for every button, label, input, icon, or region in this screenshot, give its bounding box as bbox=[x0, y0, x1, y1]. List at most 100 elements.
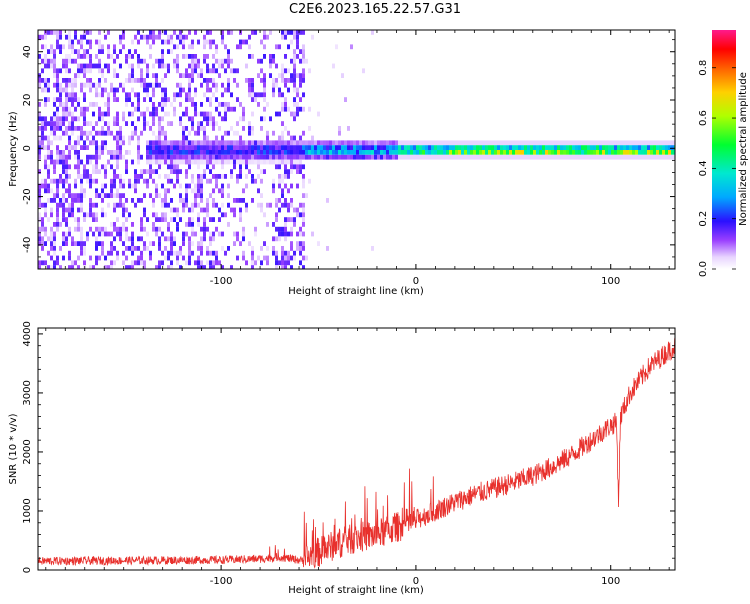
spectrogram-cell bbox=[110, 260, 113, 266]
spectrogram-cell bbox=[155, 193, 158, 198]
spectrogram-cell bbox=[218, 73, 221, 78]
spectrogram-cell bbox=[155, 169, 158, 174]
spectrogram-cell bbox=[206, 164, 209, 170]
spectrogram-cell bbox=[122, 44, 125, 50]
spectrogram-cell bbox=[98, 30, 101, 35]
spectrogram-cell bbox=[293, 30, 296, 35]
spectrogram-cell bbox=[164, 130, 167, 136]
spectrogram-cell bbox=[449, 154, 452, 160]
spectrogram-cell bbox=[131, 78, 134, 83]
spectrogram-cell bbox=[47, 198, 50, 203]
spectrogram-cell bbox=[227, 140, 230, 146]
spectrogram-cell bbox=[296, 150, 299, 155]
spectrogram-cell bbox=[212, 145, 215, 150]
spectrogram-cell bbox=[269, 154, 272, 160]
spectrogram-cell bbox=[65, 68, 68, 74]
spectrogram-cell bbox=[47, 58, 50, 64]
spectrogram-cell bbox=[77, 102, 80, 107]
spectrogram-cell bbox=[263, 30, 266, 35]
spectrogram-cell bbox=[110, 82, 113, 88]
spectrogram-cell bbox=[194, 63, 197, 69]
spectrogram-cell bbox=[224, 87, 227, 93]
spectrogram-cell bbox=[44, 226, 47, 232]
spectrogram-cell bbox=[212, 174, 215, 179]
spectrogram-cell bbox=[203, 78, 206, 83]
spectrogram-cell bbox=[209, 30, 212, 35]
spectrogram-cell bbox=[236, 198, 239, 203]
spectrogram-cell bbox=[407, 154, 410, 160]
spectrogram-cell bbox=[53, 250, 56, 256]
spectrogram-cell bbox=[290, 226, 293, 232]
spectrogram-cell bbox=[170, 231, 173, 237]
spectrogram-cell bbox=[632, 154, 635, 160]
spectrogram-cell bbox=[152, 130, 155, 136]
spectrogram-cell bbox=[95, 39, 98, 45]
spectrogram-cell bbox=[545, 154, 548, 160]
spectrogram-cell bbox=[143, 212, 146, 218]
spectrogram-cell bbox=[191, 126, 194, 131]
spectrogram-cell bbox=[176, 150, 179, 155]
spectrogram-cell bbox=[275, 202, 278, 208]
spectrogram-cell bbox=[152, 102, 155, 107]
spectrogram-cell bbox=[68, 265, 71, 269]
spectrogram-cell bbox=[215, 255, 218, 261]
spectrogram-cell bbox=[44, 260, 47, 266]
spectrogram-cell bbox=[416, 150, 419, 155]
spectrogram-cell bbox=[215, 97, 218, 102]
spectrogram-cell bbox=[143, 82, 146, 88]
spectrogram-cell bbox=[68, 193, 71, 198]
spectrogram-cell bbox=[497, 150, 500, 155]
spectrogram-cell bbox=[101, 68, 104, 74]
spectrogram-cell bbox=[293, 222, 296, 227]
spectrogram-cell bbox=[272, 154, 275, 160]
spectrogram-cell bbox=[89, 178, 92, 184]
spectrogram-cell bbox=[497, 154, 500, 160]
spectrogram-cell bbox=[242, 145, 245, 150]
spectrogram-cell bbox=[59, 44, 62, 50]
spectrogram-cell bbox=[119, 174, 122, 179]
spectrogram-cell bbox=[632, 140, 635, 146]
spectrogram-cell bbox=[77, 39, 80, 45]
spectrogram-cell bbox=[176, 226, 179, 232]
spectrogram-cell bbox=[176, 68, 179, 74]
spectrogram-cell bbox=[272, 54, 275, 59]
spectrogram-cell bbox=[242, 198, 245, 203]
spectrogram-cell bbox=[395, 145, 398, 150]
spectrogram-cell bbox=[44, 78, 47, 83]
spectrogram-cell bbox=[95, 212, 98, 218]
spectrogram-cell bbox=[41, 246, 44, 251]
spectrogram-cell bbox=[119, 82, 122, 88]
spectrogram-cell bbox=[449, 150, 452, 155]
spectrogram-cell bbox=[158, 265, 161, 269]
spectrogram-cell bbox=[68, 54, 71, 59]
spectrogram-cell bbox=[200, 183, 203, 189]
spectrogram-cell bbox=[50, 246, 53, 251]
spectrogram-cell bbox=[89, 44, 92, 50]
spectrogram-cell bbox=[293, 54, 296, 59]
spectrogram-cell bbox=[77, 73, 80, 78]
spectrogram-cell bbox=[116, 193, 119, 198]
spectrogram-cell bbox=[590, 140, 593, 146]
spectrogram-cell bbox=[218, 102, 221, 107]
spectrogram-cell bbox=[236, 140, 239, 146]
spectrogram-cell bbox=[356, 140, 359, 146]
spectrogram-cell bbox=[65, 174, 68, 179]
spectrogram-cell bbox=[182, 207, 185, 213]
spectrogram-cell bbox=[266, 154, 269, 160]
spectrogram-cell bbox=[578, 150, 581, 155]
spectrogram-cell bbox=[125, 217, 128, 222]
spectrogram-cell bbox=[47, 140, 50, 146]
spectrogram-cell bbox=[197, 202, 200, 208]
spectrogram-cell bbox=[458, 145, 461, 150]
spectrogram-cell bbox=[161, 183, 164, 189]
spectrogram-cell bbox=[191, 44, 194, 50]
spectrogram-cell bbox=[104, 140, 107, 146]
spectrogram-cell bbox=[527, 154, 530, 160]
spectrogram-cell bbox=[197, 159, 200, 165]
spectrogram-cell bbox=[248, 82, 251, 88]
spectrogram-cell bbox=[59, 121, 62, 126]
spectrogram-cell bbox=[200, 174, 203, 179]
spectrogram-cell bbox=[110, 54, 113, 59]
spectrogram-cell bbox=[371, 150, 374, 155]
spectrogram-cell bbox=[266, 246, 269, 251]
